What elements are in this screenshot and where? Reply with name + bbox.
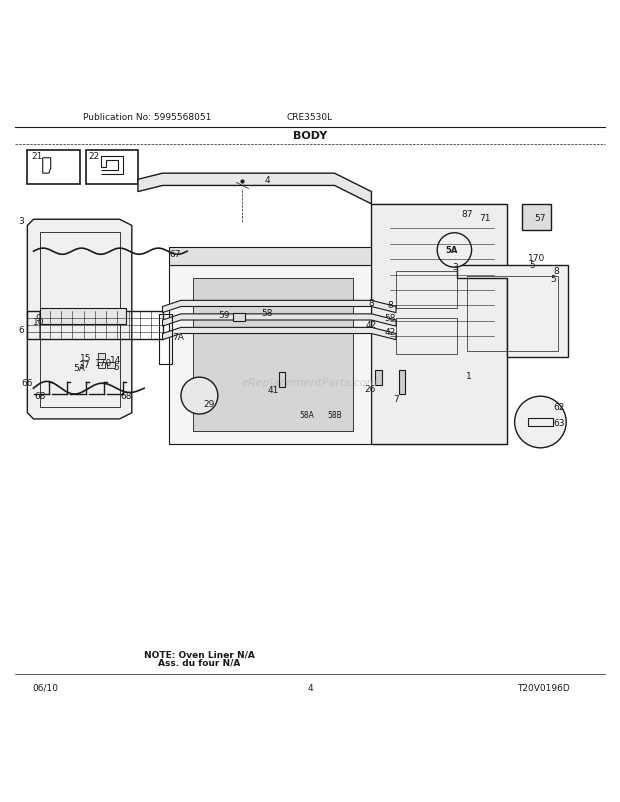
Text: 22: 22 [88,152,99,161]
Text: 63: 63 [553,418,565,427]
Text: 59: 59 [218,310,230,319]
Polygon shape [371,205,507,444]
Text: 5: 5 [529,261,535,269]
Bar [98,353,105,359]
Polygon shape [193,278,353,431]
Text: 7: 7 [393,395,399,403]
Text: 21: 21 [31,152,42,161]
Text: 41: 41 [267,386,279,395]
Bar [40,233,120,407]
Bar [528,418,552,427]
Text: 170: 170 [95,358,112,367]
Text: 26: 26 [365,385,376,394]
Bar [279,372,285,387]
Text: NOTE: Oven Liner N/A: NOTE: Oven Liner N/A [144,650,255,658]
Polygon shape [162,314,396,326]
Bar [159,315,172,364]
Text: 10: 10 [33,318,44,327]
Text: 6: 6 [19,326,24,335]
Text: 58: 58 [261,309,273,318]
Polygon shape [27,220,132,419]
Text: 15: 15 [80,354,92,363]
Text: Publication No: 5995568051: Publication No: 5995568051 [82,112,211,121]
Text: 71: 71 [479,213,491,223]
Bar [27,151,79,184]
Bar [98,363,105,368]
Text: Ass. du four N/A: Ass. du four N/A [158,658,241,666]
Polygon shape [138,174,371,205]
Bar [467,277,557,352]
Bar [396,318,458,355]
Text: 57: 57 [534,213,546,223]
Bar [86,151,138,184]
Text: BODY: BODY [293,131,327,141]
Bar [399,371,405,395]
Text: 5A: 5A [445,246,458,255]
Text: 3: 3 [453,263,459,272]
Circle shape [515,397,566,448]
Circle shape [437,233,472,268]
Text: 58B: 58B [327,411,342,419]
Text: 37: 37 [78,361,90,370]
Polygon shape [162,301,396,314]
Bar [396,272,458,309]
Text: 42: 42 [366,321,377,330]
Text: 170: 170 [528,254,545,263]
Text: 06/10: 06/10 [33,683,59,692]
Text: CRE3530L: CRE3530L [287,112,333,121]
Text: T20V0196D: T20V0196D [517,683,570,692]
Polygon shape [162,328,396,340]
Polygon shape [458,266,568,358]
Text: eReplacementParts.com: eReplacementParts.com [242,378,378,387]
Text: 68: 68 [34,391,45,400]
Text: 4: 4 [264,176,270,184]
Bar [107,363,115,368]
Text: 14: 14 [110,355,121,364]
Polygon shape [169,248,371,266]
Text: 4: 4 [307,683,313,692]
Text: 29: 29 [203,399,215,408]
Text: 5A: 5A [74,364,86,373]
Circle shape [181,378,218,415]
Bar [233,314,246,322]
Polygon shape [169,266,371,444]
Bar [40,309,126,324]
Text: 5: 5 [113,363,119,372]
Bar [27,312,162,339]
Text: 42: 42 [384,327,396,336]
Text: 5: 5 [550,275,556,284]
Text: 3: 3 [19,217,24,225]
Text: 7A: 7A [172,333,184,342]
Text: 62: 62 [553,403,565,411]
Text: 9: 9 [35,314,42,322]
Text: 1: 1 [466,372,471,381]
Text: 68: 68 [120,391,131,400]
Text: 67: 67 [169,249,180,258]
Text: 58: 58 [384,314,396,322]
Text: 8: 8 [553,267,559,276]
Bar [522,205,551,230]
Text: 8: 8 [368,298,374,307]
Text: 87: 87 [461,210,472,219]
Bar [374,371,382,386]
Text: 58A: 58A [299,411,314,419]
Text: 8: 8 [387,300,392,309]
Text: 66: 66 [22,378,33,387]
